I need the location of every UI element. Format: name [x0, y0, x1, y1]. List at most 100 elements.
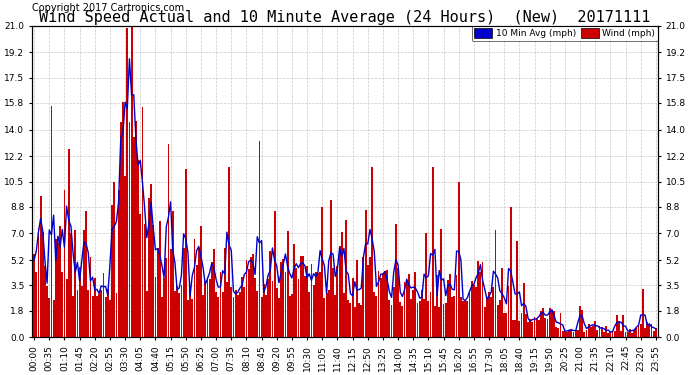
Bar: [98, 294, 100, 338]
Bar: [575, 330, 577, 338]
Bar: [261, 297, 262, 338]
Bar: [284, 272, 286, 338]
Bar: [558, 328, 560, 338]
Bar: [362, 257, 364, 338]
Bar: [400, 302, 401, 338]
Bar: [299, 256, 302, 338]
Bar: [174, 291, 176, 338]
Bar: [187, 300, 189, 338]
Bar: [406, 282, 408, 338]
Bar: [317, 273, 319, 338]
Bar: [204, 281, 206, 338]
Bar: [506, 313, 507, 338]
Bar: [622, 315, 624, 338]
Bar: [562, 331, 564, 338]
Bar: [627, 332, 629, 338]
Bar: [282, 259, 284, 338]
Bar: [486, 299, 488, 338]
Bar: [33, 254, 35, 338]
Bar: [644, 328, 646, 338]
Bar: [428, 302, 429, 338]
Bar: [477, 261, 479, 338]
Bar: [516, 242, 518, 338]
Bar: [640, 324, 642, 338]
Bar: [81, 286, 83, 338]
Bar: [501, 268, 503, 338]
Text: Copyright 2017 Cartronics.com: Copyright 2017 Cartronics.com: [32, 3, 184, 13]
Bar: [358, 303, 360, 338]
Bar: [425, 233, 427, 338]
Bar: [341, 232, 343, 338]
Bar: [291, 294, 293, 338]
Bar: [37, 228, 39, 338]
Bar: [609, 332, 611, 338]
Bar: [364, 210, 366, 338]
Bar: [61, 272, 63, 338]
Bar: [573, 332, 575, 338]
Bar: [367, 265, 368, 338]
Bar: [70, 234, 72, 338]
Bar: [250, 256, 252, 338]
Bar: [310, 264, 313, 338]
Bar: [306, 266, 308, 338]
Bar: [133, 137, 135, 338]
Bar: [66, 279, 68, 338]
Bar: [453, 297, 455, 338]
Bar: [224, 248, 226, 338]
Bar: [276, 288, 277, 338]
Bar: [206, 277, 208, 338]
Bar: [237, 295, 239, 338]
Bar: [139, 214, 141, 338]
Bar: [217, 297, 219, 338]
Bar: [566, 332, 568, 338]
Bar: [397, 268, 399, 338]
Bar: [655, 328, 657, 338]
Bar: [605, 326, 607, 338]
Bar: [103, 273, 104, 338]
Bar: [286, 231, 288, 338]
Bar: [352, 278, 353, 338]
Bar: [473, 285, 475, 338]
Bar: [150, 184, 152, 338]
Bar: [402, 306, 404, 338]
Bar: [289, 296, 290, 338]
Bar: [163, 278, 165, 338]
Bar: [148, 198, 150, 338]
Bar: [391, 305, 393, 338]
Bar: [518, 321, 520, 338]
Bar: [330, 200, 332, 338]
Bar: [584, 332, 585, 338]
Bar: [618, 321, 620, 338]
Bar: [159, 221, 161, 338]
Bar: [202, 295, 204, 338]
Bar: [332, 268, 334, 338]
Bar: [404, 282, 406, 338]
Bar: [155, 277, 157, 338]
Bar: [111, 205, 113, 338]
Bar: [419, 302, 421, 338]
Bar: [126, 28, 128, 338]
Bar: [48, 298, 50, 338]
Bar: [246, 260, 247, 338]
Bar: [594, 321, 596, 338]
Bar: [388, 300, 391, 338]
Bar: [326, 293, 328, 338]
Bar: [525, 314, 527, 338]
Bar: [373, 292, 375, 338]
Bar: [228, 166, 230, 338]
Bar: [386, 270, 388, 338]
Bar: [482, 262, 484, 338]
Bar: [469, 292, 471, 338]
Bar: [540, 311, 542, 338]
Bar: [319, 272, 321, 338]
Bar: [328, 290, 330, 338]
Bar: [176, 286, 178, 338]
Bar: [432, 166, 433, 338]
Bar: [393, 287, 395, 338]
Bar: [244, 287, 245, 338]
Bar: [438, 307, 440, 338]
Bar: [322, 207, 323, 338]
Bar: [408, 274, 410, 338]
Bar: [50, 106, 52, 338]
Bar: [571, 328, 572, 338]
